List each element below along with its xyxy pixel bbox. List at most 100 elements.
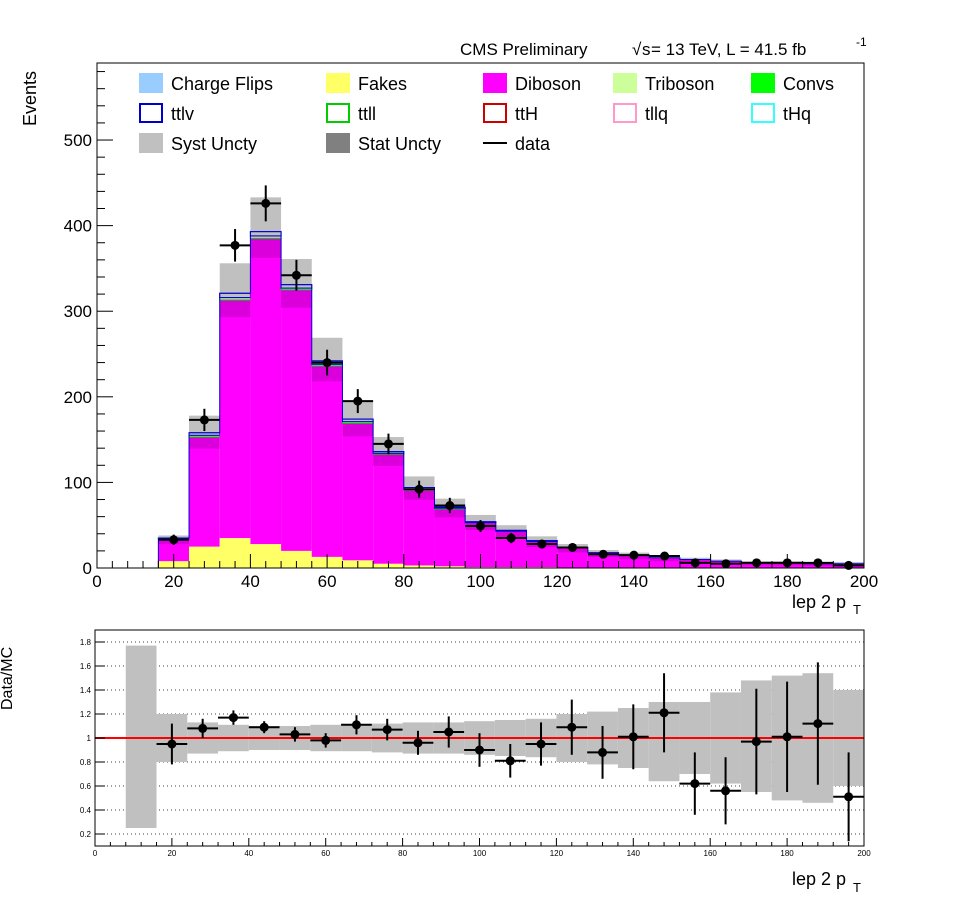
ratio-point [198, 723, 208, 733]
ratio-point [844, 792, 854, 802]
legend-label: Diboson [515, 74, 581, 94]
legend: Charge Flips Fakes Diboson Triboson Convs ttl… [139, 73, 834, 154]
legend-label: data [515, 134, 551, 154]
data-point [445, 501, 455, 511]
ratio-y-tick-label: 1.2 [80, 710, 92, 719]
data-point [660, 551, 670, 561]
header-experiment: CMS Preliminary [460, 40, 588, 59]
main-y-tick-label: 100 [64, 473, 92, 492]
main-x-tick-label: 120 [543, 572, 571, 591]
diboson-bar [281, 289, 312, 551]
legend-swatch [139, 133, 163, 153]
data-point [537, 539, 547, 549]
stat-band-bin [281, 289, 312, 308]
fakes-bar [281, 550, 312, 568]
main-y-tick-label: 500 [64, 131, 92, 150]
data-point [506, 533, 516, 543]
legend-entry: Triboson [613, 73, 714, 94]
ratio-point [567, 722, 577, 732]
diboson-bar [557, 547, 588, 568]
stat-band-bin [342, 423, 374, 437]
ratio-point [259, 722, 269, 732]
legend-label: Syst Uncty [171, 134, 257, 154]
legend-label: Convs [783, 74, 834, 94]
main-axes: 0 20 40 60 80 100 120 140 160 180 200 0 100 200 300 400… [64, 71, 878, 591]
ratio-x-axis-label-sub: T [853, 880, 861, 895]
ratio-y-tick-label: 0.4 [80, 806, 92, 815]
ratio-point [167, 739, 177, 749]
legend-entry: data [483, 134, 551, 154]
ratio-x-tick-label: 20 [167, 849, 176, 858]
diboson-bar [434, 508, 466, 567]
ratio-x-tick-label: 200 [857, 849, 871, 858]
data-point [322, 358, 332, 368]
ratio-point [751, 737, 761, 747]
main-y-tick-label: 300 [64, 302, 92, 321]
stat-band-bin [250, 238, 282, 258]
legend-entry: Syst Uncty [139, 133, 257, 154]
data-point [414, 484, 424, 494]
legend-label: Fakes [358, 74, 407, 94]
legend-swatch [613, 73, 637, 93]
main-x-tick-label: 140 [620, 572, 648, 591]
data-point [291, 270, 301, 280]
diboson-bar [219, 300, 251, 539]
ratio-x-tick-label: 100 [473, 849, 487, 858]
header-sqrt-s: s [642, 40, 651, 59]
ratio-y-tick-label: 0.8 [80, 758, 92, 767]
legend-swatch [751, 103, 775, 123]
ratio-point [290, 729, 300, 739]
legend-label: Triboson [645, 74, 714, 94]
main-x-axis-label: lep 2 p [792, 592, 846, 612]
ratio-point [598, 747, 608, 757]
ratio-point [721, 786, 731, 796]
diboson-bar [250, 238, 282, 545]
main-x-tick-label: 200 [850, 572, 878, 591]
data-point [383, 439, 393, 449]
ratio-axes: 0 20 40 60 80 100 120 140 160 180 200 0.2 0.4 0.6 0.8 1… [80, 638, 871, 858]
stat-band-bin [219, 300, 251, 318]
legend-entry: tHq [751, 103, 811, 124]
ratio-point [659, 708, 669, 718]
main-x-tick-label: 180 [773, 572, 801, 591]
main-plot-area [97, 185, 864, 570]
ratio-plot-area [95, 641, 864, 842]
ratio-x-tick-label: 140 [627, 849, 641, 858]
ratio-y-axis-label: Data/MC [0, 647, 16, 710]
data-point [199, 415, 209, 425]
legend-entry: Fakes [326, 73, 407, 94]
ratio-point [321, 735, 331, 745]
legend-swatch [613, 103, 637, 123]
ratio-y-tick-label: 1.4 [80, 686, 92, 695]
legend-swatch [751, 73, 775, 93]
legend-entry: ttH [483, 103, 538, 124]
legend-label: ttll [358, 104, 376, 124]
fakes-bar [189, 546, 220, 568]
main-y-tick-label: 0 [83, 559, 92, 578]
ratio-x-tick-label: 160 [704, 849, 718, 858]
main-y-tick-label: 200 [64, 388, 92, 407]
stat-band-bin [373, 454, 404, 466]
main-x-tick-label: 40 [241, 572, 260, 591]
main-x-tick-label: 0 [92, 572, 101, 591]
data-point [598, 549, 608, 559]
main-x-tick-label: 80 [394, 572, 413, 591]
ratio-point [628, 732, 638, 742]
main-y-axis-label: Events [20, 71, 40, 126]
legend-swatch [483, 73, 507, 93]
ratio-x-tick-label: 120 [550, 849, 564, 858]
legend-label: tHq [783, 104, 811, 124]
data-point [353, 396, 363, 406]
legend-label: tllq [645, 104, 668, 124]
legend-entry: ttll [326, 103, 376, 124]
diboson-bar [373, 454, 404, 564]
main-x-axis-label-sub: T [853, 602, 861, 617]
legend-label: Charge Flips [171, 74, 273, 94]
legend-entry: tllq [613, 103, 668, 124]
ratio-point [690, 779, 700, 789]
header-energy-lumi: = 13 TeV, L = 41.5 fb [651, 40, 806, 59]
diboson-bar [342, 423, 374, 561]
legend-label: Stat Uncty [358, 134, 441, 154]
ratio-y-tick-label: 1.8 [80, 638, 92, 647]
